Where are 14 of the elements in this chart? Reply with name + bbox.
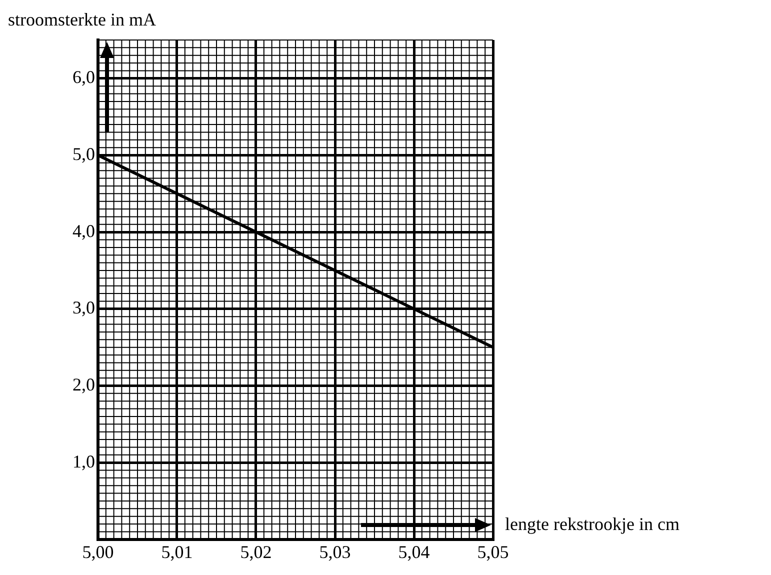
y-tick-label: 6,0 — [72, 67, 95, 88]
x-tick-label: 5,01 — [161, 542, 193, 562]
y-axis-title: stroomsterkte in mA — [8, 10, 156, 30]
y-tick-label: 1,0 — [72, 451, 95, 472]
y-tick-label: 2,0 — [72, 374, 95, 394]
x-tick-label: 5,02 — [240, 542, 272, 562]
x-tick-label: 5,04 — [398, 542, 430, 562]
x-tick-label: 5,03 — [319, 542, 351, 562]
y-tick-label: 3,0 — [72, 298, 95, 318]
y-tick-label: 4,0 — [72, 220, 95, 241]
x-axis-title: lengte rekstrookje in cm — [505, 514, 680, 534]
x-tick-label: 5,00 — [82, 542, 114, 562]
y-tick-label: 5,0 — [72, 144, 95, 164]
x-tick-label: 5,05 — [477, 542, 509, 562]
